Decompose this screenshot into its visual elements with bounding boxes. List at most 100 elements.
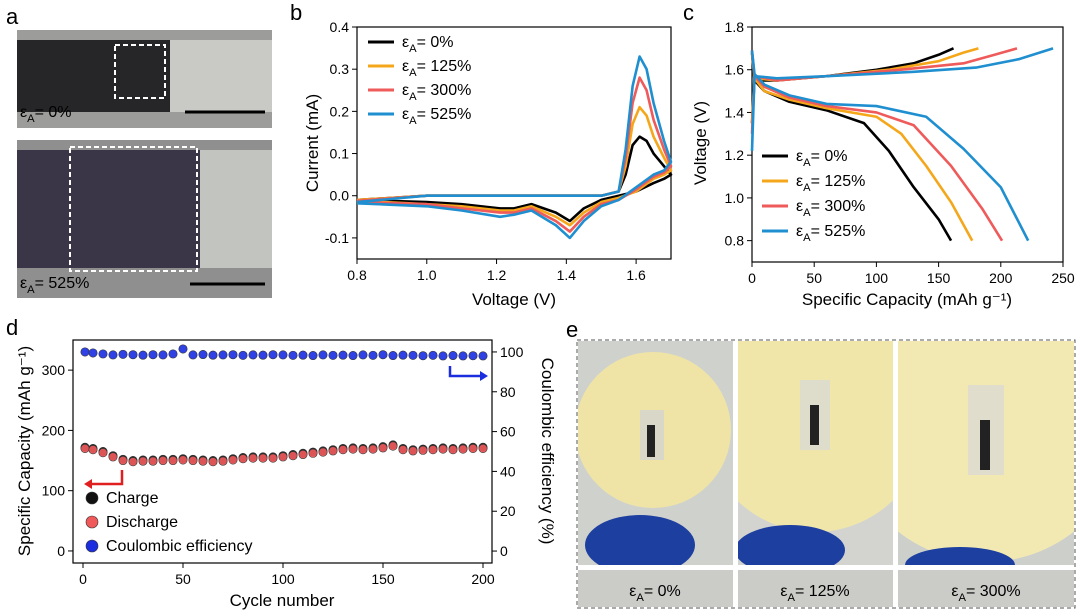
point — [88, 445, 98, 455]
legend-label: Charge — [106, 490, 159, 507]
point — [428, 350, 438, 360]
point — [318, 350, 328, 360]
y-tick-label: 1.6 — [725, 62, 745, 78]
point — [98, 448, 108, 458]
point — [138, 456, 148, 466]
series-line — [356, 135, 673, 223]
point — [228, 350, 238, 360]
photo-caption: εA= 525% — [20, 275, 89, 296]
x-tick-label: 0 — [79, 571, 87, 587]
point — [398, 445, 408, 455]
photo-caption: εA= 0% — [629, 583, 681, 604]
series-line — [356, 55, 673, 240]
point — [418, 445, 428, 455]
y-tick-label: -0.1 — [325, 230, 349, 246]
point — [238, 350, 248, 360]
point — [288, 451, 298, 461]
x-tick-label: 0.8 — [347, 267, 367, 283]
y-tick-label: 300 — [42, 362, 66, 378]
point — [348, 351, 358, 361]
point — [128, 350, 138, 360]
point — [188, 456, 198, 466]
photo-a1 — [17, 30, 272, 128]
x-tick-label: 1.2 — [487, 267, 507, 283]
y-tick-label: 0.4 — [330, 19, 350, 35]
x-tick-label: 1.0 — [417, 267, 437, 283]
y-axis-title: Voltage (V) — [691, 101, 710, 185]
point — [178, 344, 188, 354]
point — [358, 445, 368, 455]
legend-label: Coulombic efficiency — [106, 538, 252, 555]
point — [238, 454, 248, 464]
point — [308, 351, 318, 361]
panel-label: e — [566, 317, 578, 342]
point — [468, 443, 478, 453]
point — [358, 350, 368, 360]
point — [208, 457, 218, 467]
y2-tick-label: 100 — [500, 344, 524, 360]
arrow-head — [84, 479, 92, 489]
point — [168, 349, 178, 359]
point — [258, 453, 268, 463]
point — [248, 453, 258, 463]
point — [188, 350, 198, 360]
x-tick-label: 1.4 — [557, 267, 577, 283]
point — [258, 350, 268, 360]
y-tick-label: 200 — [42, 422, 66, 438]
legend-swatch — [85, 515, 99, 529]
point — [248, 350, 258, 360]
point — [268, 453, 278, 463]
point — [308, 448, 318, 458]
point — [448, 445, 458, 455]
point — [408, 350, 418, 360]
panel-label: b — [290, 0, 302, 25]
point — [438, 444, 448, 454]
legend-label: εA= 125% — [402, 58, 471, 79]
x-tick-label: 250 — [1051, 270, 1075, 286]
y-tick-label: 1.8 — [725, 19, 745, 35]
y2-tick-label: 80 — [500, 384, 516, 400]
x-tick-label: 100 — [865, 270, 889, 286]
point — [458, 444, 468, 454]
y-tick-label: 0.0 — [330, 188, 350, 204]
y-tick-label: 1.2 — [725, 147, 745, 163]
point — [318, 447, 328, 457]
photo-caption: εA= 0% — [20, 104, 72, 125]
series-line — [750, 47, 1054, 242]
photo-e — [576, 339, 1076, 609]
x-axis-title: Cycle number — [230, 591, 335, 610]
point — [178, 455, 188, 465]
point — [148, 456, 158, 466]
point — [408, 446, 418, 456]
point — [108, 452, 118, 462]
y-tick-label: 0.2 — [330, 103, 350, 119]
y-axis-title: Current (mA) — [303, 94, 322, 192]
point — [198, 456, 208, 466]
point — [328, 446, 338, 456]
point — [348, 444, 358, 454]
x-tick-label: 200 — [471, 571, 495, 587]
panel-label: d — [6, 315, 18, 340]
photo-caption: εA= 300% — [951, 583, 1020, 604]
x-tick-label: 50 — [175, 571, 191, 587]
point — [278, 452, 288, 462]
y2-tick-label: 40 — [500, 463, 516, 479]
point — [80, 443, 90, 453]
point — [388, 351, 398, 361]
legend-label: εA= 0% — [796, 148, 848, 169]
arrow — [90, 470, 124, 486]
photo-a2 — [17, 140, 272, 298]
point — [208, 350, 218, 360]
panel-label: c — [683, 0, 694, 25]
legend-swatch — [85, 539, 99, 553]
point — [378, 350, 388, 360]
point — [228, 455, 238, 465]
x-axis-title: Specific Capacity (mAh g⁻¹) — [802, 290, 1012, 309]
point — [338, 445, 348, 455]
point — [148, 350, 158, 360]
y-tick-label: 100 — [42, 483, 66, 499]
point — [128, 457, 138, 467]
arrow-head — [480, 371, 488, 381]
y-axis-title: Specific Capacity (mAh g⁻¹) — [15, 346, 34, 556]
